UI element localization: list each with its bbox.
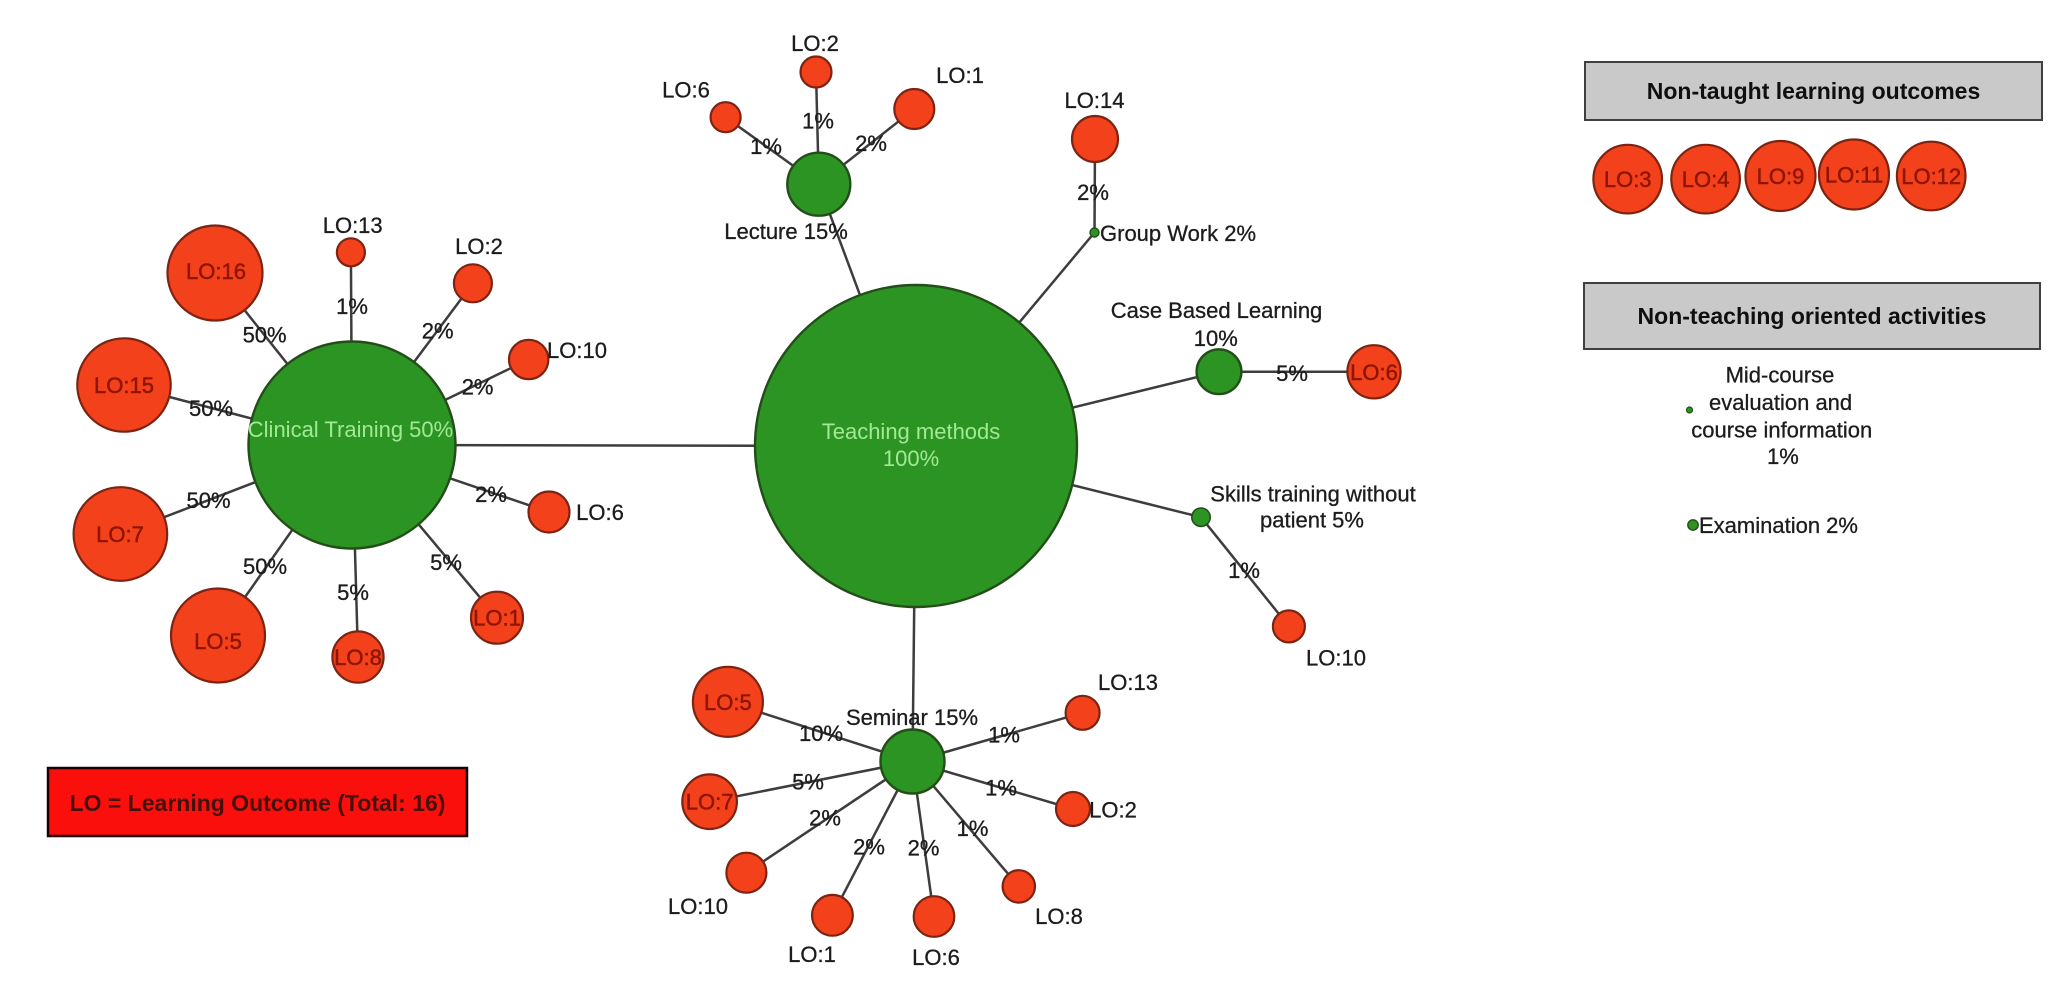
svg-text:1%: 1% <box>1228 558 1260 583</box>
svg-text:Mid-course: Mid-course <box>1726 362 1835 387</box>
svg-text:LO:15: LO:15 <box>94 373 154 398</box>
svg-text:LO:6: LO:6 <box>576 500 624 525</box>
svg-text:Examination 2%: Examination 2% <box>1699 513 1858 538</box>
svg-text:Seminar 15%: Seminar 15% <box>846 705 978 730</box>
svg-text:LO:10: LO:10 <box>547 338 607 363</box>
svg-text:LO:7: LO:7 <box>96 522 144 547</box>
svg-text:LO:1: LO:1 <box>473 606 521 631</box>
svg-text:1%: 1% <box>957 816 989 841</box>
svg-text:LO:2: LO:2 <box>455 234 503 259</box>
svg-text:50%: 50% <box>243 323 287 348</box>
svg-text:LO = Learning Outcome (Total:: LO = Learning Outcome (Total: 16) <box>70 790 446 816</box>
svg-text:LO:9: LO:9 <box>1757 164 1805 189</box>
svg-text:LO:8: LO:8 <box>334 645 382 670</box>
svg-text:1%: 1% <box>336 294 368 319</box>
svg-text:LO:16: LO:16 <box>186 259 246 284</box>
svg-text:LO:12: LO:12 <box>1901 164 1961 189</box>
svg-text:LO:11: LO:11 <box>1825 163 1883 188</box>
svg-text:Non-taught learning outcomes: Non-taught learning outcomes <box>1647 78 1981 104</box>
svg-text:5%: 5% <box>792 770 824 795</box>
svg-text:LO:2: LO:2 <box>791 31 839 56</box>
svg-text:LO:3: LO:3 <box>1604 167 1652 192</box>
svg-text:LO:13: LO:13 <box>1098 670 1158 695</box>
svg-text:LO:2: LO:2 <box>1089 798 1137 823</box>
svg-text:50%: 50% <box>189 396 233 421</box>
svg-text:2%: 2% <box>475 482 507 507</box>
svg-text:Non-teaching oriented activiti: Non-teaching oriented activities <box>1638 303 1987 329</box>
svg-text:Teaching methods: Teaching methods <box>822 419 1001 444</box>
svg-text:10%: 10% <box>799 721 843 746</box>
svg-text:LO:8: LO:8 <box>1035 904 1083 929</box>
svg-text:5%: 5% <box>1276 361 1308 386</box>
svg-text:1%: 1% <box>750 134 782 159</box>
svg-text:1%: 1% <box>802 109 834 134</box>
svg-text:10%: 10% <box>1194 326 1238 351</box>
svg-text:2%: 2% <box>853 835 885 860</box>
svg-text:LO:6: LO:6 <box>1350 360 1398 385</box>
svg-text:LO:5: LO:5 <box>704 690 752 715</box>
svg-text:100%: 100% <box>883 446 939 471</box>
svg-text:LO:1: LO:1 <box>936 63 984 88</box>
svg-text:1%: 1% <box>988 723 1020 748</box>
svg-text:2%: 2% <box>422 319 454 344</box>
svg-text:LO:10: LO:10 <box>1306 646 1366 671</box>
svg-text:LO:5: LO:5 <box>194 629 242 654</box>
svg-text:LO:4: LO:4 <box>1682 167 1730 192</box>
svg-text:LO:14: LO:14 <box>1065 88 1125 113</box>
svg-text:2%: 2% <box>855 131 887 156</box>
svg-text:1%: 1% <box>1767 444 1799 469</box>
svg-text:evaluation and: evaluation and <box>1709 390 1852 415</box>
svg-text:2%: 2% <box>908 836 940 861</box>
svg-text:Group Work 2%: Group Work 2% <box>1100 221 1256 246</box>
svg-text:LO:6: LO:6 <box>662 78 710 103</box>
svg-text:LO:1: LO:1 <box>788 942 836 967</box>
svg-text:patient 5%: patient 5% <box>1260 507 1364 532</box>
svg-text:Lecture 15%: Lecture 15% <box>724 219 848 244</box>
svg-text:Case Based Learning: Case Based Learning <box>1111 298 1323 323</box>
svg-text:LO:7: LO:7 <box>686 790 734 815</box>
svg-text:LO:13: LO:13 <box>323 213 383 238</box>
svg-text:Clinical Training 50%: Clinical Training 50% <box>248 417 453 442</box>
svg-text:2%: 2% <box>809 806 841 831</box>
svg-text:LO:10: LO:10 <box>668 894 728 919</box>
svg-text:2%: 2% <box>462 374 494 399</box>
svg-text:50%: 50% <box>186 488 230 513</box>
svg-text:course information: course information <box>1691 417 1872 442</box>
svg-text:Skills training without: Skills training without <box>1210 482 1415 507</box>
svg-text:5%: 5% <box>430 550 462 575</box>
svg-text:1%: 1% <box>985 776 1017 801</box>
svg-text:5%: 5% <box>337 580 369 605</box>
svg-text:50%: 50% <box>243 554 287 579</box>
svg-text:2%: 2% <box>1077 180 1109 205</box>
svg-text:LO:6: LO:6 <box>912 945 960 970</box>
